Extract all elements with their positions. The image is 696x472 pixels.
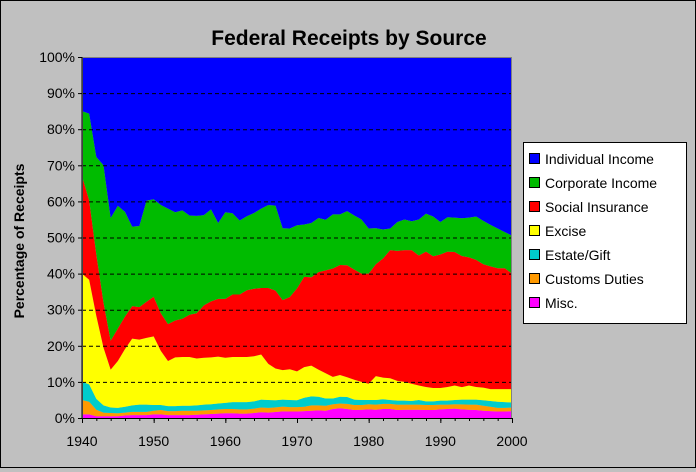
area-individual-income bbox=[82, 57, 512, 236]
x-tick-label: 1950 bbox=[138, 433, 169, 449]
legend-swatch-corporate-income bbox=[529, 177, 540, 188]
legend-label-social-insurance: Social Insurance bbox=[545, 199, 649, 215]
legend-swatch-estate-gift bbox=[529, 249, 540, 260]
legend-label-individual-income: Individual Income bbox=[545, 151, 654, 167]
x-tick-label: 1980 bbox=[353, 433, 384, 449]
x-tick-label: 1960 bbox=[210, 433, 241, 449]
legend-label-misc: Misc. bbox=[545, 295, 578, 311]
x-tick-label: 2000 bbox=[496, 433, 527, 449]
y-tick-label: 0% bbox=[55, 410, 75, 426]
chart-title: Federal Receipts by Source bbox=[211, 27, 486, 50]
y-tick-label: 30% bbox=[47, 302, 75, 318]
y-tick-label: 40% bbox=[47, 266, 75, 282]
area-misc bbox=[82, 408, 512, 418]
legend-label-excise: Excise bbox=[545, 223, 586, 239]
y-tick-label: 90% bbox=[47, 85, 75, 101]
y-axis-title: Percentage of Receipts bbox=[11, 163, 27, 318]
area-estate-gift bbox=[82, 381, 512, 414]
y-tick-label: 10% bbox=[47, 374, 75, 390]
legend-swatch-customs-duties bbox=[529, 273, 540, 284]
area-customs-duties bbox=[82, 399, 512, 417]
x-tick-label: 1990 bbox=[425, 433, 456, 449]
y-tick-label: 80% bbox=[47, 121, 75, 137]
legend-label-estate-gift: Estate/Gift bbox=[545, 247, 610, 263]
legend: Individual Income Corporate Income Social … bbox=[523, 142, 687, 324]
y-tick-label: 60% bbox=[47, 193, 75, 209]
plot-area bbox=[82, 57, 512, 418]
y-tick-label: 20% bbox=[47, 338, 75, 354]
legend-label-customs-duties: Customs Duties bbox=[545, 271, 644, 287]
legend-swatch-misc bbox=[529, 297, 540, 308]
legend-box bbox=[523, 142, 687, 324]
legend-label-corporate-income: Corporate Income bbox=[545, 175, 657, 191]
area-corporate-income bbox=[82, 111, 512, 341]
x-tick-label: 1940 bbox=[66, 433, 97, 449]
legend-swatch-individual-income bbox=[529, 153, 540, 164]
y-tick-label: 70% bbox=[47, 157, 75, 173]
axes: 0% 10% 20% 30% 40% 50% 60% 70% 80% 90% 100% 1940 195… bbox=[39, 49, 528, 449]
area-excise bbox=[82, 273, 512, 408]
x-tick-label: 1970 bbox=[281, 433, 312, 449]
legend-swatch-excise bbox=[529, 225, 540, 236]
area-social-insurance bbox=[82, 176, 512, 390]
legend-swatch-social-insurance bbox=[529, 201, 540, 212]
y-tick-label: 50% bbox=[47, 230, 75, 246]
y-tick-label: 100% bbox=[39, 49, 75, 65]
